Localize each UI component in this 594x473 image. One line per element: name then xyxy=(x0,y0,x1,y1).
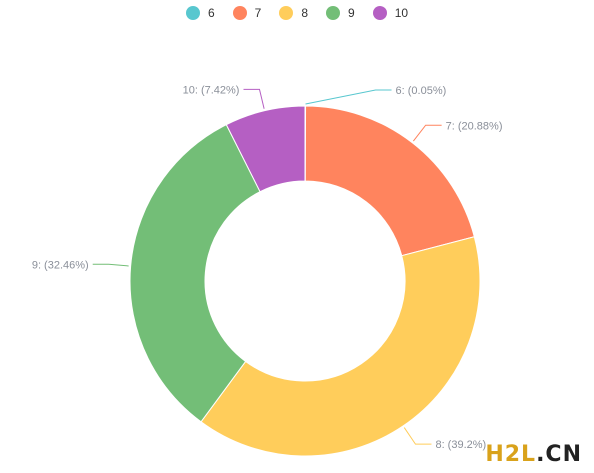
legend: 6 7 8 9 10 xyxy=(0,6,594,20)
watermark-logo: H2L.CN xyxy=(485,442,582,467)
legend-item-8[interactable]: 8 xyxy=(279,6,308,20)
data-label-7: 7: (20.88%) xyxy=(446,120,503,132)
legend-label: 6 xyxy=(207,6,215,20)
slice-9[interactable] xyxy=(129,124,261,423)
slice-8[interactable] xyxy=(200,236,481,457)
legend-label: 9 xyxy=(348,6,355,20)
watermark-part1: H2L xyxy=(485,442,537,467)
watermark-part2: .CN xyxy=(536,442,582,467)
legend-swatch xyxy=(279,6,294,20)
legend-swatch xyxy=(232,6,247,20)
legend-item-9[interactable]: 9 xyxy=(326,6,355,20)
data-label-9: 9: (32.46%) xyxy=(32,259,89,271)
legend-swatch xyxy=(372,6,387,20)
legend-label: 10 xyxy=(394,6,409,20)
data-label-8: 8: (39.2%) xyxy=(435,439,486,451)
legend-item-7[interactable]: 7 xyxy=(232,6,262,20)
data-label-6: 6: (0.05%) xyxy=(396,85,447,97)
slice-7[interactable] xyxy=(304,105,475,257)
leader-line-10 xyxy=(243,88,265,109)
legend-label: 7 xyxy=(254,6,262,20)
legend-label: 8 xyxy=(301,6,308,20)
legend-swatch xyxy=(185,6,200,20)
legend-item-10[interactable]: 10 xyxy=(372,6,409,20)
legend-item-6[interactable]: 6 xyxy=(185,6,215,20)
labels-group: 6: (0.05%) 7: (20.88%) 8: (39.2%) 9: (32.46… xyxy=(32,84,503,451)
leader-line-6 xyxy=(305,89,392,105)
leader-line-7 xyxy=(412,124,442,142)
slice-10[interactable] xyxy=(225,105,306,193)
leader-line-9 xyxy=(92,263,129,267)
legend-swatch xyxy=(326,6,340,20)
slices-group xyxy=(129,105,481,457)
leader-line-8 xyxy=(403,427,432,445)
leader-lines-group xyxy=(92,88,442,445)
data-label-10: 10: (7.42%) xyxy=(183,84,240,96)
